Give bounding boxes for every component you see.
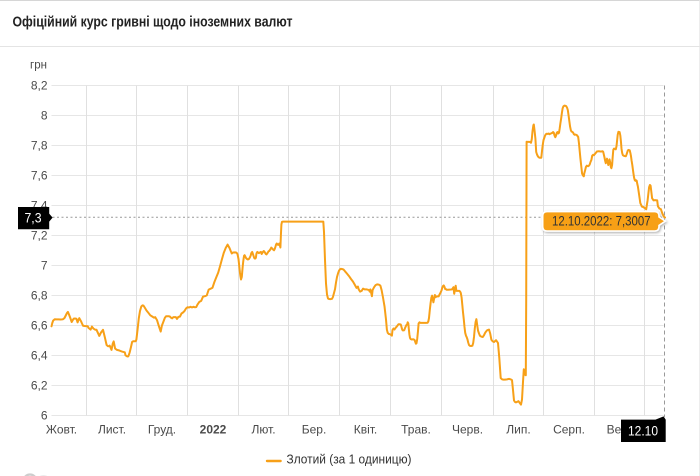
svg-text:7,8: 7,8 xyxy=(31,139,48,153)
svg-text:Черв.: Черв. xyxy=(452,423,483,437)
svg-text:12.10.2022: 7,3007: 12.10.2022: 7,3007 xyxy=(552,213,651,228)
svg-text:Лип.: Лип. xyxy=(506,423,530,437)
svg-text:Бер.: Бер. xyxy=(302,423,327,437)
svg-text:8,2: 8,2 xyxy=(31,79,48,93)
svg-text:8: 8 xyxy=(41,109,48,123)
svg-text:6,4: 6,4 xyxy=(31,349,48,363)
svg-text:7,2: 7,2 xyxy=(31,229,48,243)
svg-text:7,6: 7,6 xyxy=(31,169,48,183)
svg-text:Груд.: Груд. xyxy=(148,423,176,437)
svg-text:7: 7 xyxy=(41,259,48,273)
svg-text:6,8: 6,8 xyxy=(31,289,48,303)
svg-text:Лют.: Лют. xyxy=(251,423,275,437)
svg-text:Квіт.: Квіт. xyxy=(354,423,378,437)
svg-text:6,6: 6,6 xyxy=(31,319,48,333)
svg-text:Трав.: Трав. xyxy=(401,423,431,437)
svg-text:Жовт.: Жовт. xyxy=(46,423,77,437)
svg-text:2022: 2022 xyxy=(200,423,227,437)
svg-text:6: 6 xyxy=(41,409,48,423)
svg-text:Лист.: Лист. xyxy=(98,423,126,437)
svg-text:7,3: 7,3 xyxy=(25,210,42,226)
svg-text:6,2: 6,2 xyxy=(31,379,48,393)
svg-text:грн: грн xyxy=(30,59,47,71)
svg-text:Офіційний курс гривні щодо іно: Офіційний курс гривні щодо іноземних вал… xyxy=(13,15,293,31)
svg-text:Серп.: Серп. xyxy=(553,423,585,437)
svg-text:Злотий (за 1 одиницю): Злотий (за 1 одиницю) xyxy=(287,452,412,466)
svg-text:12.10: 12.10 xyxy=(628,423,658,438)
